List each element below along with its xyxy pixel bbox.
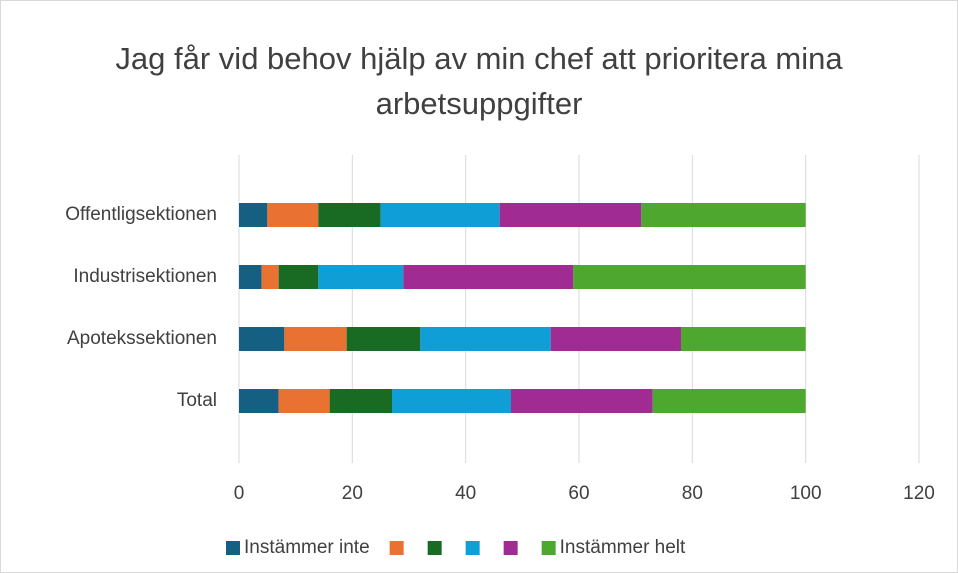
- bar-segment: [318, 203, 381, 227]
- bar-segment: [267, 203, 319, 227]
- legend-swatch: [541, 541, 556, 555]
- y-tick-label: Total: [177, 390, 217, 411]
- legend-swatch: [503, 541, 518, 555]
- bar-segment: [420, 327, 551, 351]
- bar-segment: [392, 389, 511, 413]
- y-tick-label: Offentligsektionen: [65, 204, 217, 225]
- legend-label: Instämmer inte: [244, 537, 370, 558]
- bar-segment: [550, 327, 681, 351]
- bar-segment: [261, 265, 279, 289]
- bar-segment: [380, 203, 500, 227]
- x-tick-label: 100: [790, 483, 822, 504]
- bar-segment: [641, 203, 806, 227]
- legend-label: Instämmer helt: [560, 537, 686, 558]
- legend-swatch: [427, 541, 442, 555]
- x-tick-label: 0: [234, 483, 245, 504]
- y-tick-label: Apotekssektionen: [67, 328, 217, 349]
- bar-segment: [239, 265, 262, 289]
- bar-segment: [278, 265, 319, 289]
- legend-swatch: [465, 541, 480, 555]
- bar-segment: [346, 327, 421, 351]
- bar-segment: [239, 389, 279, 413]
- bar-segment: [681, 327, 806, 351]
- bar-segment: [278, 389, 330, 413]
- bar-segment: [573, 265, 806, 289]
- bar-segment: [329, 389, 392, 413]
- bar-segment: [239, 327, 285, 351]
- bar-segment: [239, 203, 268, 227]
- bar-segment: [652, 389, 806, 413]
- legend-swatch: [226, 541, 240, 555]
- chart-title: Jag får vid behov hjälp av min chef att …: [115, 41, 843, 121]
- bar-segment: [403, 265, 574, 289]
- bar-segment: [318, 265, 404, 289]
- bar-segment: [499, 203, 642, 227]
- x-tick-label: 120: [903, 483, 935, 504]
- x-tick-label: 60: [568, 483, 589, 504]
- x-tick-label: 80: [682, 483, 703, 504]
- x-tick-label: 40: [455, 483, 476, 504]
- bar-segment: [284, 327, 347, 351]
- legend-swatch: [389, 541, 404, 555]
- x-tick-label: 20: [342, 483, 363, 504]
- y-tick-label: Industrisektionen: [73, 266, 217, 287]
- bar-segment: [511, 389, 653, 413]
